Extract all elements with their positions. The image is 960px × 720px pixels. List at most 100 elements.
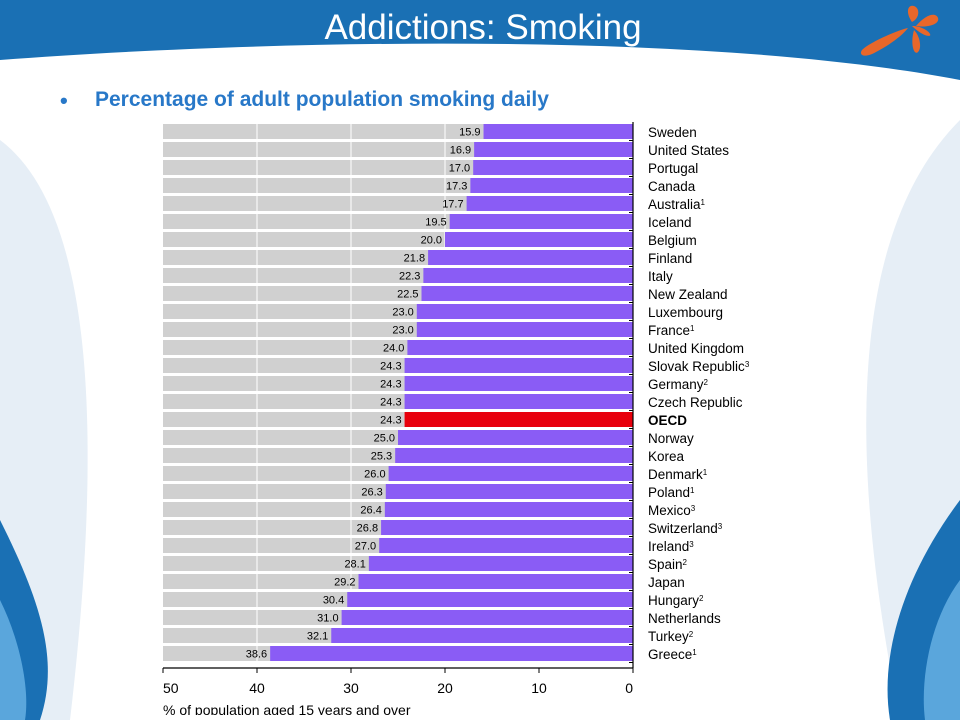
bar xyxy=(384,502,633,517)
bar xyxy=(423,268,633,283)
category-label: Spain2 xyxy=(648,557,688,572)
bar xyxy=(404,358,633,373)
category-label: Hungary2 xyxy=(648,593,704,608)
bar xyxy=(470,178,633,193)
x-tick-label: 40 xyxy=(249,680,265,696)
category-label: Norway xyxy=(648,431,694,446)
bar-value-label: 24.3 xyxy=(380,379,401,391)
x-tick-label: 20 xyxy=(437,680,453,696)
bar-value-label: 25.3 xyxy=(371,451,392,463)
bar xyxy=(270,646,633,661)
bar xyxy=(474,142,633,157)
bar xyxy=(385,484,633,499)
x-tick-label: 30 xyxy=(343,680,359,696)
bar xyxy=(404,412,633,427)
bar-value-label: 19.5 xyxy=(425,217,446,229)
category-label: Germany2 xyxy=(648,377,709,392)
bar-value-label: 26.8 xyxy=(357,523,378,535)
flower-logo-icon xyxy=(860,5,939,56)
category-label: United Kingdom xyxy=(648,341,744,356)
bar-value-label: 23.0 xyxy=(392,307,413,319)
bar-value-label: 38.6 xyxy=(246,649,267,661)
bar xyxy=(358,574,633,589)
x-tick-label: 50 xyxy=(163,680,179,696)
category-label: Portugal xyxy=(648,161,698,176)
slide-subtitle: Percentage of adult population smoking d… xyxy=(95,88,549,111)
bar xyxy=(404,394,633,409)
bar-value-label: 32.1 xyxy=(307,631,328,643)
category-label: Finland xyxy=(648,251,692,266)
category-label: Mexico3 xyxy=(648,503,696,518)
category-label: New Zealand xyxy=(648,287,728,302)
bar-value-label: 30.4 xyxy=(323,595,344,607)
bar xyxy=(416,304,633,319)
bar xyxy=(379,538,633,553)
category-label: France1 xyxy=(648,323,695,338)
bar xyxy=(483,124,633,139)
category-label: Luxembourg xyxy=(648,305,723,320)
bar xyxy=(449,214,633,229)
category-label: Czech Republic xyxy=(648,395,743,410)
bar xyxy=(388,466,633,481)
bar xyxy=(368,556,633,571)
bar xyxy=(347,592,633,607)
bar-value-label: 22.5 xyxy=(397,289,418,301)
bar-value-label: 17.0 xyxy=(449,163,470,175)
bar-value-label: 24.3 xyxy=(380,361,401,373)
category-label: Korea xyxy=(648,449,685,464)
category-label: Australia1 xyxy=(648,197,706,212)
bar-value-label: 20.0 xyxy=(421,235,442,247)
bar-chart: 15.9 Sweden 16.9 United States 17.0 Portugal 1… xyxy=(162,122,750,715)
x-tick-label: 0 xyxy=(625,680,633,696)
bar-value-label: 26.3 xyxy=(361,487,382,499)
bar-value-label: 24.0 xyxy=(383,343,404,355)
bar-value-label: 17.7 xyxy=(442,199,463,211)
bar-value-label: 22.3 xyxy=(399,271,420,283)
bar xyxy=(331,628,633,643)
category-label: Japan xyxy=(648,575,685,590)
category-label: Iceland xyxy=(648,215,692,230)
bar-value-label: 31.0 xyxy=(317,613,338,625)
bar xyxy=(407,340,633,355)
category-label: Canada xyxy=(648,179,696,194)
bar-value-label: 26.0 xyxy=(364,469,385,481)
x-axis-label: % of population aged 15 years and over xyxy=(163,702,411,715)
bar xyxy=(466,196,633,211)
bar xyxy=(416,322,633,337)
category-label: Greece1 xyxy=(648,647,697,662)
category-label: Sweden xyxy=(648,125,697,140)
bar-value-label: 27.0 xyxy=(355,541,376,553)
bar-value-label: 16.9 xyxy=(450,145,471,157)
bar xyxy=(421,286,633,301)
x-tick-label: 10 xyxy=(531,680,547,696)
bar-value-label: 15.9 xyxy=(459,127,480,139)
category-label: Denmark1 xyxy=(648,467,708,482)
category-label: Netherlands xyxy=(648,611,721,626)
bar-value-label: 28.1 xyxy=(344,559,365,571)
category-label: Turkey2 xyxy=(648,629,694,644)
bar-value-label: 24.3 xyxy=(380,415,401,427)
category-label: United States xyxy=(648,143,729,158)
chart-panel: 15.9 Sweden 16.9 United States 17.0 Portugal 1… xyxy=(162,122,754,715)
bullet-marker: • xyxy=(60,88,68,113)
bar xyxy=(341,610,633,625)
bar xyxy=(473,160,633,175)
bar xyxy=(381,520,633,535)
category-label: Switzerland3 xyxy=(648,521,723,536)
bar-value-label: 17.3 xyxy=(446,181,467,193)
bar-value-label: 25.0 xyxy=(374,433,395,445)
bar xyxy=(445,232,633,247)
slide-title: Addictions: Smoking xyxy=(324,8,642,47)
bar-value-label: 23.0 xyxy=(392,325,413,337)
category-label: Slovak Republic3 xyxy=(648,359,750,374)
bar-value-label: 21.8 xyxy=(404,253,425,265)
category-label: Poland1 xyxy=(648,485,695,500)
category-label: Ireland3 xyxy=(648,539,694,554)
bar xyxy=(404,376,633,391)
category-label: Italy xyxy=(648,269,673,284)
bar-value-label: 26.4 xyxy=(360,505,381,517)
category-label: Belgium xyxy=(648,233,697,248)
category-label: OECD xyxy=(648,413,687,428)
bar-value-label: 29.2 xyxy=(334,577,355,589)
bar xyxy=(398,430,633,445)
